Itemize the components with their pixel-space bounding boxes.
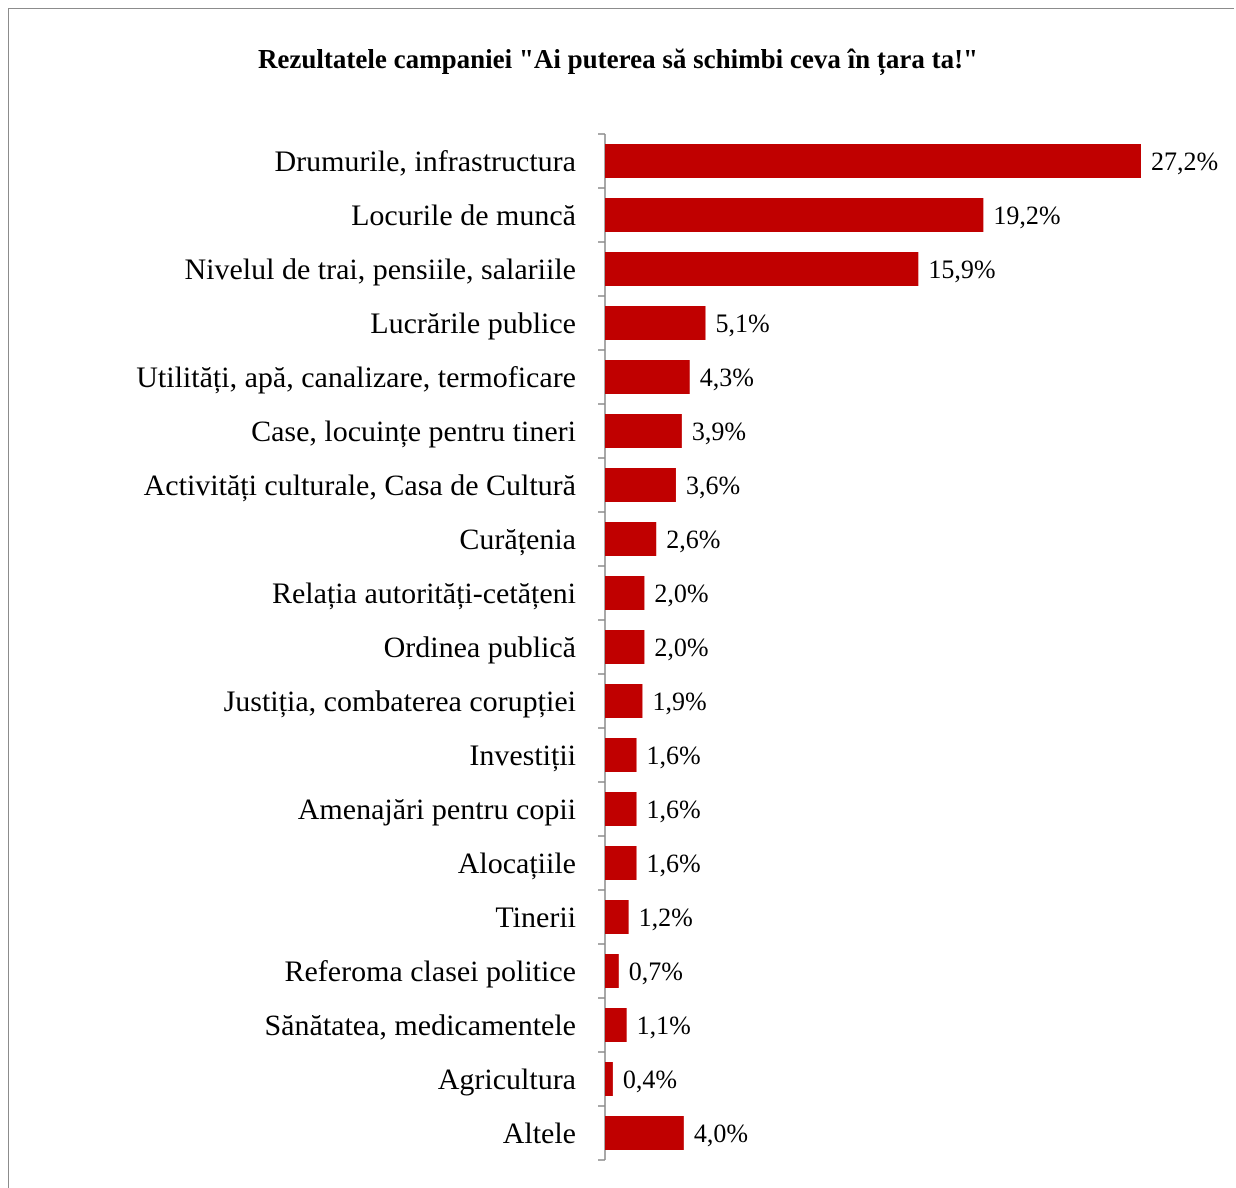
- bars: [605, 144, 1141, 1150]
- bar: [605, 252, 919, 286]
- category-label: Investiții: [469, 739, 576, 772]
- category-label: Utilități, apă, canalizare, termoficare: [136, 361, 576, 394]
- bar: [605, 468, 676, 502]
- data-label: 1,1%: [637, 1011, 691, 1040]
- data-label: 1,2%: [639, 903, 693, 932]
- bar: [605, 522, 657, 556]
- bar: [605, 414, 682, 448]
- data-label: 1,9%: [652, 687, 706, 716]
- data-label: 2,0%: [654, 633, 708, 662]
- bar: [605, 306, 706, 340]
- bar: [605, 144, 1141, 178]
- bar: [605, 846, 637, 880]
- bar: [605, 576, 645, 610]
- data-label: 3,9%: [692, 417, 746, 446]
- data-label: 19,2%: [993, 201, 1060, 230]
- data-label: 0,4%: [623, 1065, 677, 1094]
- category-label: Activități culturale, Casa de Cultură: [144, 469, 576, 502]
- category-label: Nivelul de trai, pensiile, salariile: [184, 253, 576, 286]
- data-label: 1,6%: [647, 849, 701, 878]
- bar: [605, 738, 637, 772]
- category-label: Referoma clasei politice: [284, 955, 576, 988]
- data-label: 2,6%: [666, 525, 720, 554]
- category-label: Altele: [503, 1117, 576, 1150]
- data-label: 1,6%: [647, 795, 701, 824]
- category-label: Relația autorități-cetățeni: [272, 577, 576, 610]
- category-label: Agricultura: [438, 1063, 576, 1096]
- data-label: 5,1%: [716, 309, 770, 338]
- bar: [605, 630, 645, 664]
- bar: [605, 900, 629, 934]
- category-label: Drumurile, infrastructura: [274, 145, 576, 178]
- y-axis: [598, 133, 606, 1161]
- category-label: Case, locuințe pentru tineri: [251, 415, 576, 448]
- data-label: 27,2%: [1151, 147, 1218, 176]
- data-label: 4,3%: [700, 363, 754, 392]
- category-label: Ordinea publică: [384, 631, 576, 664]
- category-labels: Drumurile, infrastructura Locurile de mun…: [136, 145, 576, 1150]
- bar: [605, 360, 690, 394]
- bar: [605, 1008, 627, 1042]
- bar: [605, 684, 643, 718]
- data-label: 1,6%: [647, 741, 701, 770]
- category-label: Curățenia: [459, 523, 576, 556]
- data-label: 15,9%: [928, 255, 995, 284]
- chart-title: Rezultatele campaniei "Ai puterea să sch…: [257, 44, 979, 74]
- category-label: Lucrările publice: [370, 307, 576, 340]
- data-label: 0,7%: [629, 957, 683, 986]
- category-label: Justiția, combaterea corupției: [224, 685, 576, 718]
- data-label: 3,6%: [686, 471, 740, 500]
- category-label: Amenajări pentru copii: [298, 793, 576, 826]
- data-label: 2,0%: [654, 579, 708, 608]
- data-label: 4,0%: [694, 1119, 748, 1148]
- bar: [605, 1062, 613, 1096]
- category-label: Sănătatea, medicamentele: [265, 1009, 577, 1042]
- category-label: Tinerii: [495, 901, 576, 934]
- bar: [605, 792, 637, 826]
- bar: [605, 198, 984, 232]
- category-label: Alocațiile: [458, 847, 576, 880]
- category-label: Locurile de muncă: [351, 199, 576, 232]
- bar: [605, 954, 619, 988]
- value-labels: 27,2% 19,2% 15,9% 5,1% 4,3% 3,9% 3,6% 2,6% 2,0% 2…: [623, 147, 1218, 1148]
- bar: [605, 1116, 684, 1150]
